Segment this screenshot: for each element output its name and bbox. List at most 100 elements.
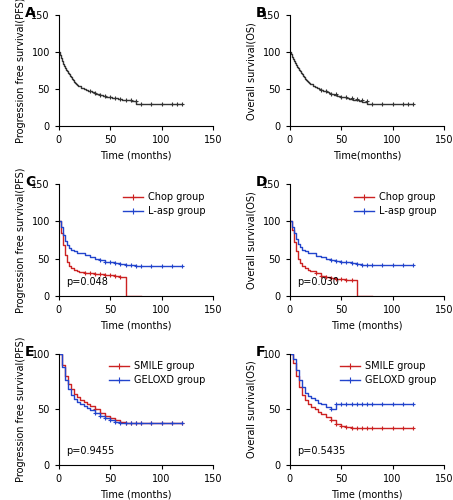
GELOXD group xyxy=(410,400,416,406)
SMILE group xyxy=(410,425,416,431)
Chop group xyxy=(107,272,113,278)
L-asp group xyxy=(359,262,365,268)
SMILE group xyxy=(78,398,83,404)
Chop group xyxy=(82,269,87,275)
SMILE group xyxy=(123,420,128,426)
Chop group xyxy=(102,271,108,277)
Line: L-asp group: L-asp group xyxy=(290,222,413,265)
Chop group xyxy=(118,272,123,278)
GELOXD group xyxy=(179,420,185,426)
Chop group xyxy=(138,292,144,298)
Chop group xyxy=(338,276,344,281)
Chop group xyxy=(318,270,323,276)
Y-axis label: Overall survival(OS): Overall survival(OS) xyxy=(247,191,257,289)
Chop group xyxy=(369,292,375,298)
Chop group xyxy=(58,230,64,235)
Text: A: A xyxy=(25,6,36,20)
Chop group xyxy=(294,239,299,245)
Chop group xyxy=(349,277,354,283)
Chop group xyxy=(303,263,308,269)
Line: Chop group: Chop group xyxy=(59,222,141,296)
L-asp group xyxy=(128,262,134,268)
L-asp group xyxy=(289,224,295,230)
Chop group xyxy=(303,265,308,271)
L-asp group xyxy=(306,248,311,254)
Chop group xyxy=(128,292,134,298)
Chop group xyxy=(123,274,128,280)
GELOXD group xyxy=(118,420,123,426)
L-asp group xyxy=(92,256,97,262)
Text: p=0.5435: p=0.5435 xyxy=(298,446,346,456)
X-axis label: Time(months): Time(months) xyxy=(333,151,401,161)
SMILE group xyxy=(113,418,118,424)
Chop group xyxy=(323,274,328,280)
SMILE group xyxy=(390,425,395,431)
Chop group xyxy=(72,265,77,271)
SMILE group xyxy=(354,425,359,431)
Y-axis label: Progression free survival(PFS): Progression free survival(PFS) xyxy=(16,167,26,313)
Text: D: D xyxy=(256,176,268,190)
GELOXD group xyxy=(390,400,395,406)
X-axis label: Time (months): Time (months) xyxy=(100,490,172,500)
GELOXD group xyxy=(309,395,314,401)
Text: E: E xyxy=(25,344,34,358)
Chop group xyxy=(295,256,301,262)
L-asp group xyxy=(75,248,80,254)
Chop group xyxy=(298,260,303,266)
GELOXD group xyxy=(113,418,118,424)
X-axis label: Time (months): Time (months) xyxy=(331,490,403,500)
Chop group xyxy=(306,268,311,274)
Chop group xyxy=(323,272,328,278)
Chop group xyxy=(113,272,118,278)
L-asp group xyxy=(60,224,66,230)
GELOXD group xyxy=(349,400,354,406)
Chop group xyxy=(107,272,113,278)
Chop group xyxy=(306,265,311,271)
L-asp group xyxy=(133,262,139,268)
Y-axis label: Progression free survival(PFS): Progression free survival(PFS) xyxy=(16,0,26,144)
L-asp group xyxy=(364,262,370,268)
Chop group xyxy=(294,248,299,254)
Chop group xyxy=(308,268,313,274)
Y-axis label: Overall survival(OS): Overall survival(OS) xyxy=(247,22,257,120)
Chop group xyxy=(369,292,375,298)
Chop group xyxy=(338,276,344,282)
Chop group xyxy=(63,242,68,248)
Chop group xyxy=(364,292,370,298)
Chop group xyxy=(60,242,66,248)
Chop group xyxy=(68,265,74,271)
SMILE group xyxy=(56,350,62,356)
SMILE group xyxy=(159,420,164,426)
Chop group xyxy=(82,270,87,276)
SMILE group xyxy=(309,404,314,410)
Chop group xyxy=(133,292,139,298)
Chop group xyxy=(138,292,144,298)
L-asp group xyxy=(410,262,416,268)
Chop group xyxy=(64,258,70,264)
Chop group xyxy=(299,263,305,269)
Line: GELOXD group: GELOXD group xyxy=(59,354,182,422)
L-asp group xyxy=(56,218,62,224)
SMILE group xyxy=(144,420,149,426)
SMILE group xyxy=(179,420,185,426)
Chop group xyxy=(56,218,62,224)
Legend: Chop group, L-asp group: Chop group, L-asp group xyxy=(352,189,439,219)
Chop group xyxy=(113,272,118,278)
Chop group xyxy=(313,270,318,276)
Chop group xyxy=(333,275,339,281)
Chop group xyxy=(289,228,295,234)
Line: Chop group: Chop group xyxy=(290,222,372,296)
Chop group xyxy=(87,270,92,276)
Chop group xyxy=(77,268,82,274)
Chop group xyxy=(354,292,359,298)
SMILE group xyxy=(375,425,380,431)
Y-axis label: Progression free survival(PFS): Progression free survival(PFS) xyxy=(16,336,26,482)
L-asp group xyxy=(364,262,370,268)
GELOXD group xyxy=(375,400,380,406)
Chop group xyxy=(287,218,293,224)
GELOXD group xyxy=(159,420,164,426)
Chop group xyxy=(92,271,97,277)
GELOXD group xyxy=(287,350,293,356)
Chop group xyxy=(299,260,305,266)
Text: p=0.030: p=0.030 xyxy=(298,277,339,287)
